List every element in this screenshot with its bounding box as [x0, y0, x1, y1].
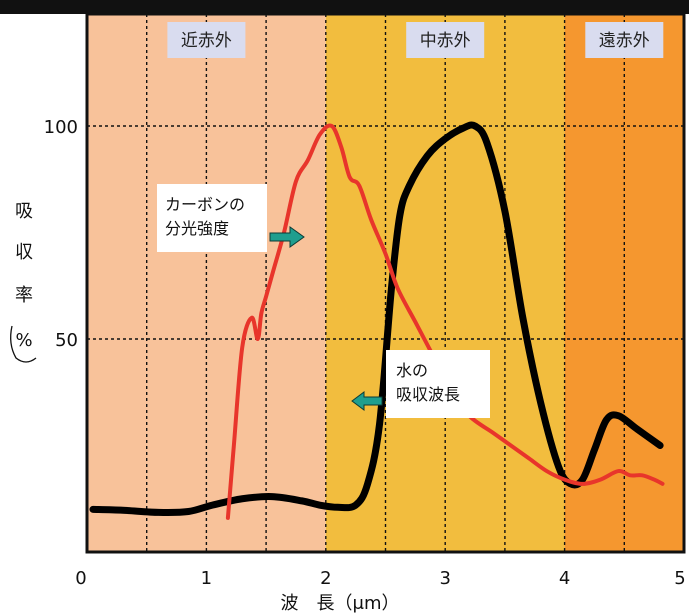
y-axis-label: 吸収率% [10, 201, 37, 363]
y-label-char: 吸 [15, 201, 33, 222]
plot-frame [85, 12, 686, 554]
axis-ticks: 0 1 2 3 4 5 100 50 [44, 117, 686, 589]
series-line-carbon-intensity [225, 123, 665, 520]
x-tick-label: 4 [559, 568, 570, 589]
callout-box-0 [157, 184, 267, 252]
x-axis-label: 波 長（μm） [281, 593, 400, 614]
x-tick-label: 2 [320, 568, 331, 589]
callout-arrow-0 [269, 226, 305, 248]
x-tick-label: 1 [201, 568, 212, 589]
x-tick-label: 3 [439, 568, 450, 589]
region-label-box-1 [406, 22, 485, 58]
y-label-unit-bracket [10, 325, 37, 363]
region-band-2 [564, 14, 684, 552]
callout-text-0-1: 分光強度 [165, 219, 229, 238]
region-label-box-2 [585, 22, 664, 58]
top-bar [0, 0, 689, 14]
y-label-char: 率 [15, 285, 33, 306]
y-tick-label: 50 [55, 330, 78, 351]
callout-text-1-1: 吸収波長 [396, 385, 460, 404]
callout-text-1-0: 水の [396, 361, 428, 380]
x-tick-label: 5 [674, 568, 685, 589]
region-label-2: 遠赤外 [599, 31, 650, 51]
region-label-box-0 [167, 22, 246, 58]
callout-arrow-1 [351, 391, 383, 411]
spectral-regions [0, 0, 689, 552]
region-labels: 近赤外 中赤外 遠赤外 [167, 22, 664, 58]
region-band-1 [325, 14, 565, 552]
data-series [89, 121, 665, 520]
callout-text-0-0: カーボンの [165, 195, 245, 214]
region-label-1: 中赤外 [420, 31, 471, 51]
callout-box-1 [386, 350, 490, 418]
y-label-unit: % [15, 330, 32, 351]
x-tick-label: 0 [75, 568, 86, 589]
region-label-0: 近赤外 [181, 31, 232, 51]
y-label-char: 収 [15, 242, 33, 263]
region-band-0 [87, 14, 326, 552]
y-tick-label: 100 [44, 117, 78, 138]
